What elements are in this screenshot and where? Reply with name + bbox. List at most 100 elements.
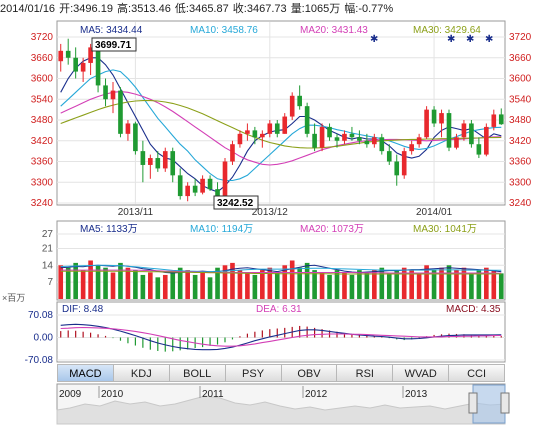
candle: [401, 147, 407, 179]
price-legend: MA5: 3434.44 MA10: 3458.76 MA20: 3431.43…: [80, 25, 481, 36]
candle: [439, 109, 444, 138]
tab-obv[interactable]: OBV: [281, 364, 338, 382]
price-tick-left: 3540: [31, 94, 54, 105]
candle-body: [357, 137, 362, 141]
candle: [103, 78, 108, 107]
volume-bar: [484, 267, 489, 299]
candle: [498, 108, 504, 125]
candle-body: [58, 50, 64, 62]
volume-y-ticks: 27 21 14 7: [42, 229, 54, 288]
volume-bar: [334, 270, 340, 299]
candle: [484, 123, 489, 157]
candle-body: [170, 151, 176, 176]
volume-bar: [342, 272, 347, 299]
candle: [446, 109, 452, 152]
legend-ma30: MA30: 3429.64: [413, 25, 481, 36]
candle-body: [245, 130, 250, 134]
volume-bar: [401, 267, 407, 299]
volume-bar: [260, 270, 265, 299]
price-tick-right: 3540: [509, 94, 532, 105]
high-label: 3699.71: [95, 40, 132, 51]
macd-lines: [60, 323, 502, 351]
candle: [185, 182, 190, 202]
candle-body: [461, 123, 467, 138]
candle: [222, 158, 228, 200]
volume-bar: [304, 262, 310, 299]
quote-open: 开:3496.19: [59, 3, 113, 15]
candle: [65, 38, 71, 65]
candle: [230, 140, 235, 165]
candle: [342, 130, 347, 145]
candle-body: [319, 126, 325, 148]
price-tick-left: 3300: [31, 177, 54, 188]
navigator-year-label: 2012: [305, 389, 328, 400]
tab-boll[interactable]: BOLL: [169, 364, 226, 382]
candle: [409, 140, 414, 155]
volume-bar: [461, 267, 467, 299]
vol-legend-ma30: MA30: 1041万: [413, 224, 477, 235]
price-tick-left: 3720: [31, 32, 54, 43]
volume-legend: MA5: 1133万 MA10: 1194万 MA20: 1073万 MA30:…: [80, 224, 477, 235]
volume-bar: [409, 270, 414, 299]
volume-grid: [57, 233, 505, 283]
volume-bar: [364, 272, 370, 299]
volume-tick: 7: [47, 277, 53, 288]
volume-bar: [148, 272, 153, 299]
price-tick-left: 3600: [31, 74, 54, 85]
candle: [207, 175, 213, 191]
volume-bar: [252, 274, 258, 299]
macd-legend-dea: DEA: 6.31: [256, 304, 302, 315]
candle-body: [334, 137, 340, 141]
navigator-selection: [472, 384, 506, 424]
candle-body: [140, 151, 146, 165]
ma-line-ma5: [60, 57, 502, 193]
volume-ma-ma20: [60, 269, 502, 274]
legend-ma20: MA20: 3431.43: [300, 25, 368, 36]
candle-body: [103, 85, 108, 100]
time-navigator[interactable]: 2009 2010 2011 2012 2013: [56, 384, 510, 425]
tab-rsi[interactable]: RSI: [337, 364, 394, 382]
navigator-year-label: 2010: [101, 389, 124, 400]
candle: [252, 126, 258, 145]
volume-bar: [140, 274, 146, 299]
volume-bar: [230, 262, 235, 299]
candle: [349, 126, 355, 141]
tab-macd[interactable]: MACD: [57, 364, 114, 382]
volume-unit: ×百万: [2, 293, 25, 303]
price-tick-left: 3240: [31, 198, 54, 209]
vol-legend-ma20: MA20: 1073万: [300, 224, 364, 235]
candle: [88, 43, 93, 76]
candle-body: [148, 158, 153, 165]
quote-volume: 量:1065万: [290, 3, 341, 15]
price-tick-right: 3420: [509, 136, 532, 147]
candle: [73, 47, 78, 79]
price-tick-left: 3480: [31, 115, 54, 126]
candle-body: [312, 133, 317, 148]
navigator-handle-left[interactable]: [468, 392, 478, 414]
macd-legend-dif: DIF: 8.48: [62, 304, 104, 315]
tab-psy[interactable]: PSY: [225, 364, 282, 382]
tab-cci[interactable]: CCI: [449, 364, 505, 382]
candle: [267, 120, 273, 138]
volume-tick: 27: [42, 229, 54, 240]
high-annotation: 3699.71: [91, 37, 137, 52]
candle: [364, 133, 370, 148]
volume-bar: [222, 265, 228, 299]
candlesticks: [58, 38, 504, 203]
tab-kdj[interactable]: KDJ: [113, 364, 170, 382]
tab-wvad[interactable]: WVAD: [393, 364, 450, 382]
candle-body: [416, 137, 422, 145]
volume-bar: [498, 273, 504, 299]
candle: [80, 57, 86, 82]
price-tick-left: 3420: [31, 136, 54, 147]
volume-bar: [297, 267, 302, 299]
volume-bar: [237, 270, 243, 299]
candle: [461, 120, 467, 141]
candle-body: [386, 151, 392, 162]
candle-body: [237, 133, 243, 145]
volume-bar: [439, 267, 444, 299]
candle: [319, 123, 325, 152]
candle: [469, 120, 474, 148]
navigator-handle-right[interactable]: [500, 392, 510, 414]
macd-tick: -70.08: [25, 355, 54, 366]
